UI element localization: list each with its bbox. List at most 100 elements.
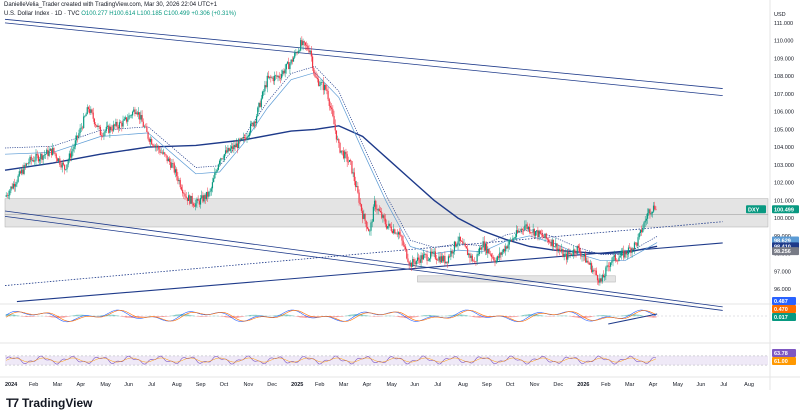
candle-body xyxy=(270,76,272,78)
candle-body xyxy=(631,248,633,253)
candle-body xyxy=(641,229,643,233)
macd-histogram-bar xyxy=(510,316,511,318)
macd-histogram-bar xyxy=(238,316,240,318)
candle-body xyxy=(5,195,7,197)
candle-body xyxy=(345,151,347,155)
candle-body xyxy=(426,254,428,261)
macd-histogram-bar xyxy=(389,315,391,317)
macd-histogram-bar xyxy=(290,315,292,317)
candle-body xyxy=(170,162,172,168)
candle-body xyxy=(201,195,203,199)
candle-body xyxy=(288,61,290,70)
candle-body xyxy=(77,135,79,138)
macd-histogram-bar xyxy=(562,315,564,317)
macd-histogram-bar xyxy=(516,316,517,317)
candle-body xyxy=(266,75,268,88)
macd-histogram-bar xyxy=(539,315,541,317)
macd-histogram-bar xyxy=(637,314,639,317)
macd-histogram-bar xyxy=(506,316,508,318)
macd-histogram-bar xyxy=(23,316,25,317)
macd-histogram-bar xyxy=(313,316,315,318)
symbol-name[interactable]: U.S. Dollar Index · 1D · TVC xyxy=(4,11,80,17)
macd-histogram-bar xyxy=(641,315,643,317)
candle-body xyxy=(259,102,261,107)
macd-histogram-bar xyxy=(128,316,130,318)
candle-body xyxy=(184,193,186,197)
candle-body xyxy=(592,269,594,273)
macd-histogram-bar xyxy=(182,313,184,317)
candle-body xyxy=(425,254,427,255)
macd-histogram-bar xyxy=(308,316,310,318)
candle-body xyxy=(571,254,574,256)
macd-histogram-bar xyxy=(204,316,206,317)
candle-body xyxy=(228,147,230,151)
macd-histogram-bar xyxy=(188,314,189,317)
time-tick-label: Sep xyxy=(482,382,492,388)
candle-body xyxy=(52,147,54,155)
time-tick-label: Jul xyxy=(148,382,155,388)
macd-histogram-bar xyxy=(122,316,124,317)
candles xyxy=(5,36,657,286)
time-tick-label: Apr xyxy=(363,382,372,388)
candle-body xyxy=(595,270,597,276)
candle-body xyxy=(217,164,220,170)
time-tick-label: Jul xyxy=(720,382,727,388)
macd-histogram-bar xyxy=(508,316,510,318)
candle-body xyxy=(301,40,303,46)
rsi-value-tag: 63.78 xyxy=(774,351,788,357)
macd-histogram-bar xyxy=(346,315,348,317)
macd-histogram-bar xyxy=(610,315,612,317)
candle-body xyxy=(279,77,281,79)
macd-histogram-bar xyxy=(507,316,509,318)
macd-histogram-bar xyxy=(114,314,116,317)
macd-histogram-bar xyxy=(284,314,286,317)
candle-body xyxy=(245,138,247,140)
candle-body xyxy=(553,246,556,248)
tradingview-brand[interactable]: T7 TradingView xyxy=(6,396,92,410)
time-tick-label: Jun xyxy=(696,382,705,388)
macd-histogram-bar xyxy=(12,314,14,317)
macd-histogram-bar xyxy=(190,315,192,317)
macd-histogram-bar xyxy=(475,316,477,318)
candle-body xyxy=(43,154,45,156)
candle-body xyxy=(469,253,471,258)
candle-body xyxy=(307,45,309,50)
candle-body xyxy=(484,243,487,251)
candle-body xyxy=(342,150,345,159)
candle-body xyxy=(577,245,580,248)
candle-body xyxy=(149,139,152,142)
candle-body xyxy=(192,203,194,206)
candle-body xyxy=(557,248,559,252)
candle-body xyxy=(71,151,73,158)
macd-histogram-bar xyxy=(536,314,538,317)
candle-body xyxy=(648,209,650,214)
macd-histogram-bar xyxy=(125,316,126,318)
candle-body xyxy=(581,256,583,257)
candle-body xyxy=(167,158,169,162)
candle-body xyxy=(157,146,159,147)
candle-body xyxy=(507,244,509,249)
macd-histogram-bar xyxy=(98,315,100,317)
candle-body xyxy=(602,274,605,278)
macd-histogram-bar xyxy=(250,314,251,317)
macd-histogram-bar xyxy=(256,314,257,317)
candle-body xyxy=(137,112,140,115)
macd-histogram-bar xyxy=(110,314,112,317)
candle-body xyxy=(260,98,262,107)
macd-histogram-bar xyxy=(299,316,300,318)
macd-histogram-bar xyxy=(573,316,575,318)
macd-histogram-bar xyxy=(316,316,318,317)
candle-body xyxy=(265,85,267,88)
candle-body xyxy=(30,156,32,161)
candle-body xyxy=(383,215,385,219)
candle-body xyxy=(62,162,65,165)
macd-histogram-bar xyxy=(634,314,635,317)
macd-histogram-bar xyxy=(402,316,404,318)
macd-histogram-bar xyxy=(228,316,230,318)
candle-body xyxy=(164,152,166,155)
candle-body xyxy=(332,109,334,117)
macd-histogram-bar xyxy=(378,316,380,317)
candle-body xyxy=(306,45,308,46)
candle-body xyxy=(54,152,56,155)
